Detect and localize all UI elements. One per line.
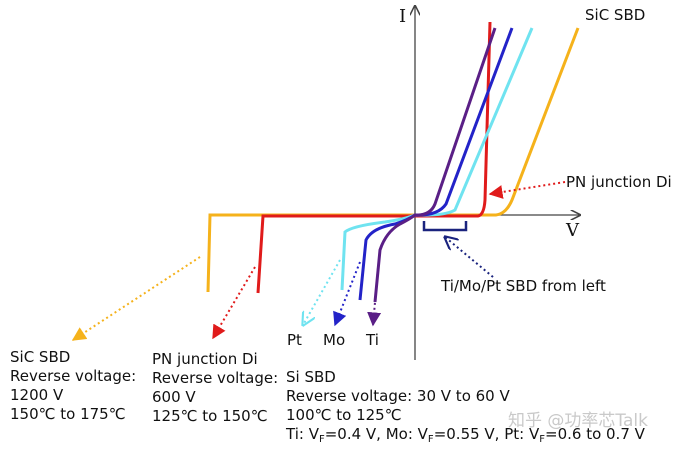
pn-info-line3: 125℃ to 150℃ <box>152 407 268 425</box>
x-axis-label: V <box>565 220 580 241</box>
ti-sbd-curve <box>373 27 497 303</box>
si-info-line1: Reverse voltage: 30 V to 60 V <box>286 387 510 405</box>
pt-label: Pt <box>287 331 302 349</box>
pn-dotted-arrow <box>212 266 256 340</box>
sic-info-line1: Reverse voltage: <box>10 367 137 385</box>
si-info-title: Si SBD <box>286 368 336 386</box>
sic-info-title: SiC SBD <box>10 348 71 366</box>
pn-label-dotted-arrow <box>488 181 566 199</box>
mo-dotted-arrow <box>333 261 361 327</box>
pn-junction-label: PN junction Di <box>566 173 672 191</box>
mo-label: Mo <box>323 331 345 349</box>
sbd-bracket <box>422 221 468 232</box>
sic-info-line2: 1200 V <box>10 386 64 404</box>
pt-dotted-arrow <box>303 259 341 325</box>
watermark: 知乎 @功率芯Talk <box>508 411 648 431</box>
ti-label: Ti <box>365 331 379 349</box>
sic-info-block: SiC SBD Reverse voltage: 1200 V 150℃ to … <box>10 348 136 424</box>
sic-sbd-curve <box>206 27 580 293</box>
pn-junction-curve <box>256 21 492 294</box>
y-axis-label: I <box>399 6 406 27</box>
sic-dotted-arrow <box>71 256 201 341</box>
sic-top-label: SiC SBD <box>585 6 645 24</box>
pn-info-line1: Reverse voltage: <box>152 369 279 387</box>
si-info-vf-line: Ti: VF=0.4 V, Mo: VF=0.55 V, Pt: VF=0.6 … <box>286 425 645 445</box>
pt-sbd-curve <box>340 27 534 291</box>
pn-info-line2: 600 V <box>152 388 196 406</box>
ti-mo-pt-label: Ti/Mo/Pt SBD from left <box>440 277 606 295</box>
sic-info-line3: 150℃ to 175℃ <box>10 405 126 423</box>
pn-info-block: PN junction Di Reverse voltage: 600 V 12… <box>152 350 278 426</box>
pn-info-title: PN junction Di <box>152 350 258 368</box>
si-info-block: Si SBD Reverse voltage: 30 V to 60 V 100… <box>286 368 645 449</box>
sbd-group-dotted-arrow <box>445 237 494 278</box>
si-info-line2: 100℃ to 125℃ <box>286 406 402 424</box>
